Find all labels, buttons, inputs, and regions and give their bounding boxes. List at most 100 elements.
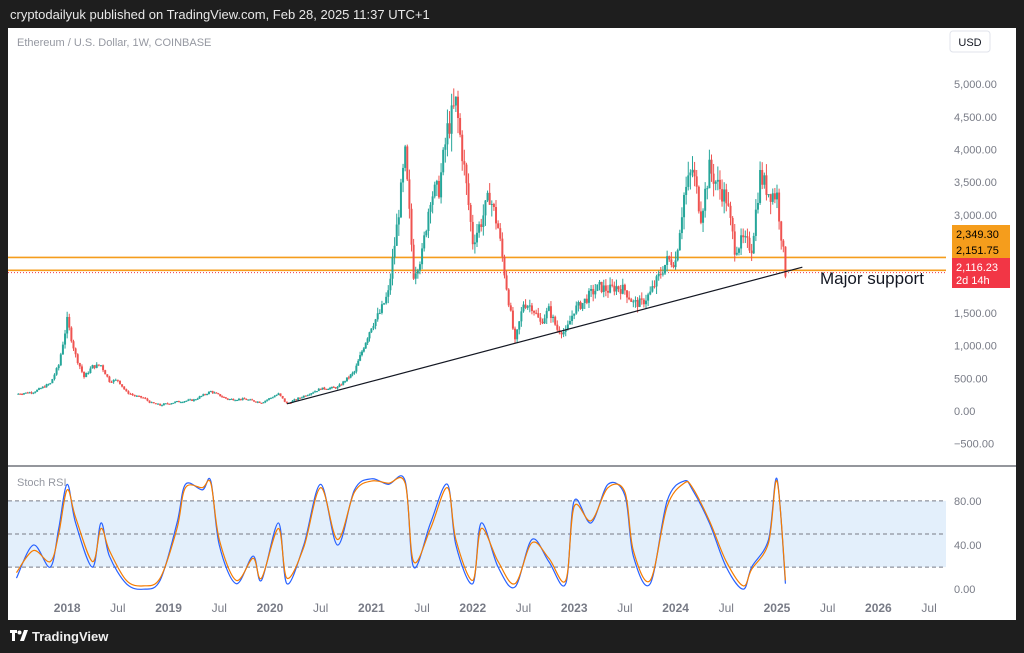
candle-body [230,398,233,400]
candle-body [718,179,721,190]
candle-body [21,394,24,396]
candle-body [334,387,337,389]
y-tick-label: 3,500.00 [954,177,997,189]
footer-bar: TradingView [0,620,1024,653]
candle-body [645,300,648,305]
candle-body [232,398,235,401]
candle-body [22,393,25,395]
candle-body [587,290,590,303]
candle-body [351,372,354,375]
price-label-upper-bg [952,225,1010,242]
candle-body [104,370,107,375]
candle-body [697,186,700,212]
candle-body [549,306,552,319]
candle-body [699,211,702,223]
x-tick-label: Jul [212,601,227,615]
candle-body [454,96,457,106]
candle-body [609,284,612,293]
candle-body [308,394,311,396]
candle-body [123,386,126,390]
candle-body [598,281,601,285]
candle-body [425,230,428,236]
candle-body [446,123,449,145]
candle-body [72,341,75,349]
candle-body [735,252,738,255]
candle-body [721,189,724,202]
candle-body [247,399,250,401]
candle-body [611,284,614,286]
currency-button[interactable]: USD [949,30,991,53]
candle-body [372,325,375,329]
candle-body [547,306,550,311]
candle-body [545,310,548,319]
candle-body [315,391,318,393]
candle-body [456,96,459,119]
candle-body [357,360,360,366]
candle-body [215,392,218,394]
candle-body [773,193,776,200]
y-tick-label: 5,000.00 [954,79,997,91]
candle-body [345,377,348,382]
candle-body [253,400,256,402]
candle-body [179,402,182,404]
candle-body [759,169,762,203]
candle-body [172,402,175,404]
candle-body [488,192,491,205]
candle-body [433,184,436,197]
candle-body [767,194,770,196]
candle-body [473,242,476,245]
candle-body [585,298,588,303]
candle-body [51,379,54,384]
candle-body [733,231,736,255]
candle-body [243,398,246,400]
candle-body [148,400,151,403]
candle-body [524,304,527,308]
candle-body [482,215,485,228]
candle-body [754,209,757,236]
candle-body [647,294,650,301]
candle-body [399,182,402,218]
candle-body [706,188,709,190]
chart-svg[interactable]: 5,000.00 4,500.00 4,000.00 3,500.00 3,000.00… [8,28,1016,620]
candle-body [761,169,764,185]
stoch-y-tick-label: 0.00 [954,584,975,596]
candle-body [277,393,280,395]
candle-body [55,368,58,375]
symbol-title: Ethereum / U.S. Dollar, 1W, COINBASE [17,37,211,49]
candle-body [108,376,111,382]
candle-body [192,399,195,401]
candle-body [360,351,363,356]
candle-body [537,313,540,318]
candle-body [623,284,626,291]
candle-body [325,389,328,391]
candle-body [670,259,673,265]
candle-body [566,324,569,330]
candle-body [245,399,248,401]
candle-body [727,203,730,206]
candle-body [668,256,671,260]
candle-body [39,388,42,390]
candle-body [505,275,508,290]
y-tick-label: 4,000.00 [954,145,997,157]
candle-body [778,192,781,222]
candle-body [535,312,538,314]
candle-body [435,180,438,185]
candle-body [630,299,633,302]
stoch-k-line [15,475,787,590]
candle-body [606,290,609,293]
candle-body [429,204,432,212]
y-tick-label: 4,500.00 [954,112,997,124]
candle-body [581,303,584,309]
candle-body [64,333,67,345]
candle-body [497,223,500,229]
candle-body [769,194,772,202]
candle-body [564,329,567,332]
candle-body [552,316,555,319]
candle-body [43,386,46,388]
candle-body [480,224,483,228]
candle-body [121,384,124,387]
candle-body [427,211,430,231]
chart-panel[interactable]: 5,000.00 4,500.00 4,000.00 3,500.00 3,000.00… [8,28,1016,620]
price-label-current: 2,116.23 [956,262,998,274]
candle-body [689,172,692,176]
